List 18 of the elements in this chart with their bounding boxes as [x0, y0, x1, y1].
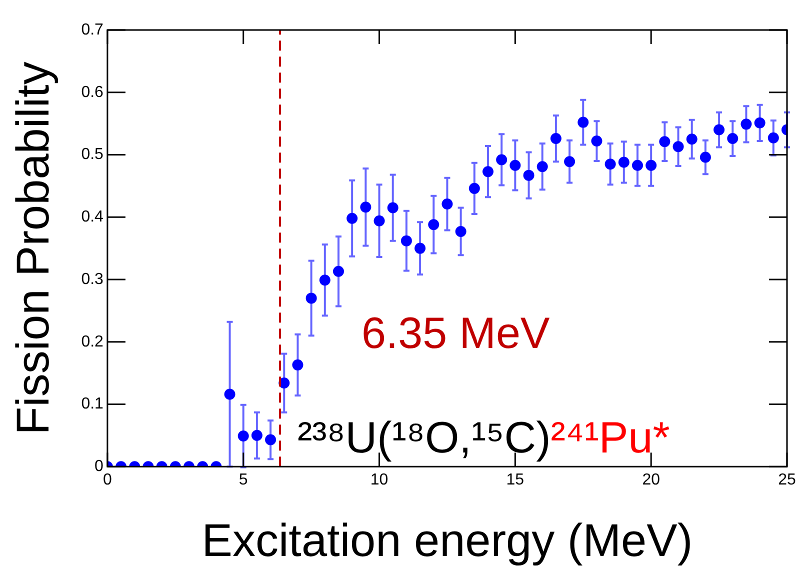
- y-tick-label: 0.7: [81, 21, 104, 38]
- y-tick-label: 0.1: [81, 396, 104, 413]
- x-tick-label: 5: [238, 472, 248, 489]
- y-tick-label: 0.4: [81, 208, 104, 226]
- y-tick-label: 0.2: [81, 333, 104, 350]
- y-tick-label: 0: [94, 458, 104, 476]
- y-tick-label: 0.5: [81, 146, 104, 164]
- x-tick-label: 15: [506, 472, 524, 489]
- x-tick-label: 10: [370, 472, 388, 489]
- annotation: ²³⁸U(¹⁸O,¹⁵C): [297, 414, 551, 463]
- x-tick-label: 25: [778, 472, 796, 489]
- y-tick-label: 0.3: [81, 270, 104, 288]
- ref-line-label: 6.35 MeV: [361, 309, 550, 358]
- x-axis-title: Excitation energy (MeV): [202, 514, 693, 566]
- y-axis-title: Fission Probability: [6, 62, 58, 435]
- x-tick-label: 20: [642, 472, 660, 489]
- y-tick-label: 0.6: [81, 84, 104, 101]
- annotation: ²⁴¹Pu*: [550, 414, 670, 463]
